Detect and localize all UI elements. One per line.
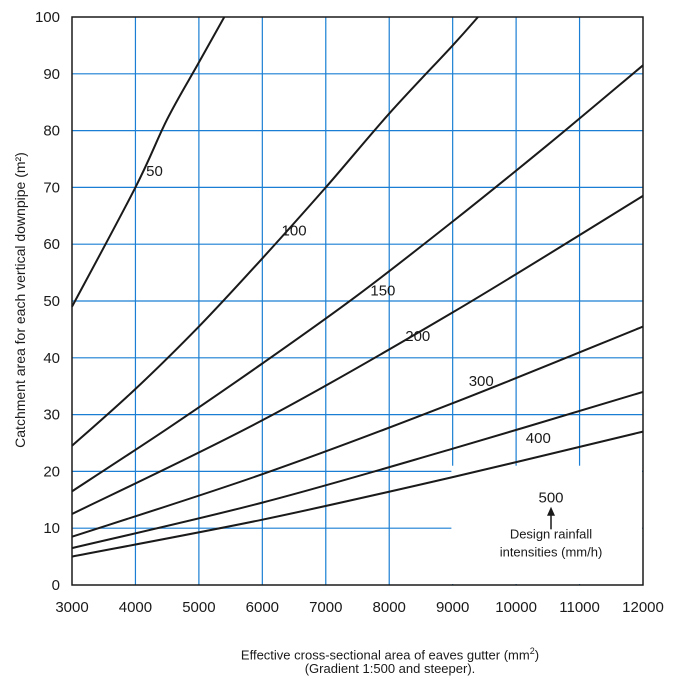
series-label-50: 50 xyxy=(146,163,163,180)
x-tick-label: 8000 xyxy=(373,599,406,616)
series-label-300: 300 xyxy=(469,373,494,390)
x-tick-label: 6000 xyxy=(246,599,279,616)
series: 50 100 150 200 300 400 500 xyxy=(71,16,644,558)
x-tick-label: 11000 xyxy=(559,599,600,616)
series-line-400 xyxy=(71,390,644,550)
series-label-200: 200 xyxy=(405,328,430,345)
x-axis-subtitle: (Gradient 1:500 and steeper). xyxy=(304,661,476,676)
ticks: 3000 4000 5000 6000 7000 8000 9000 10000 11000 12… xyxy=(35,9,664,616)
x-tick-label: 5000 xyxy=(182,599,215,616)
y-tick-label: 50 xyxy=(43,293,60,310)
annotation-text: Design rainfall xyxy=(510,526,592,541)
x-tick-label: 10000 xyxy=(495,599,537,616)
y-tick-label: 20 xyxy=(43,463,60,480)
chart: 3000 4000 5000 6000 7000 8000 9000 10000 11000 12… xyxy=(12,9,664,616)
arrowhead-icon xyxy=(547,506,556,516)
y-tick-label: 80 xyxy=(43,123,60,140)
series-label-400: 400 xyxy=(526,430,551,447)
y-tick-label: 100 xyxy=(35,9,60,26)
y-tick-label: 10 xyxy=(43,520,60,537)
y-axis-title: Catchment area for each vertical downpip… xyxy=(12,152,28,448)
series-line-500 xyxy=(71,430,644,558)
x-tick-label: 9000 xyxy=(436,599,469,616)
series-line-50 xyxy=(71,16,226,308)
design-rainfall-annotation: Design rainfall intensities (mm/h) xyxy=(500,506,603,559)
y-tick-label: 60 xyxy=(43,236,60,253)
x-tick-label: 7000 xyxy=(309,599,342,616)
series-line-300 xyxy=(71,325,644,538)
y-tick-label: 90 xyxy=(43,66,60,83)
series-label-150: 150 xyxy=(370,282,395,299)
plot-frame xyxy=(71,16,644,586)
x-tick-label: 3000 xyxy=(55,599,88,616)
series-line-200 xyxy=(71,195,644,515)
y-tick-label: 0 xyxy=(52,577,60,594)
series-line-150 xyxy=(71,64,644,493)
series-line-100 xyxy=(71,16,479,447)
series-label-100: 100 xyxy=(282,223,307,240)
y-tick-label: 70 xyxy=(43,179,60,196)
y-tick-label: 30 xyxy=(43,407,60,424)
annotation-box xyxy=(451,465,642,584)
series-label-500: 500 xyxy=(538,490,563,507)
x-axis-title: Effective cross-sectional area of eaves … xyxy=(240,646,540,663)
y-tick-label: 40 xyxy=(43,350,60,367)
x-tick-label: 4000 xyxy=(119,599,152,616)
annotation-text: intensities (mm/h) xyxy=(500,544,603,559)
x-tick-label: 12000 xyxy=(622,599,664,616)
